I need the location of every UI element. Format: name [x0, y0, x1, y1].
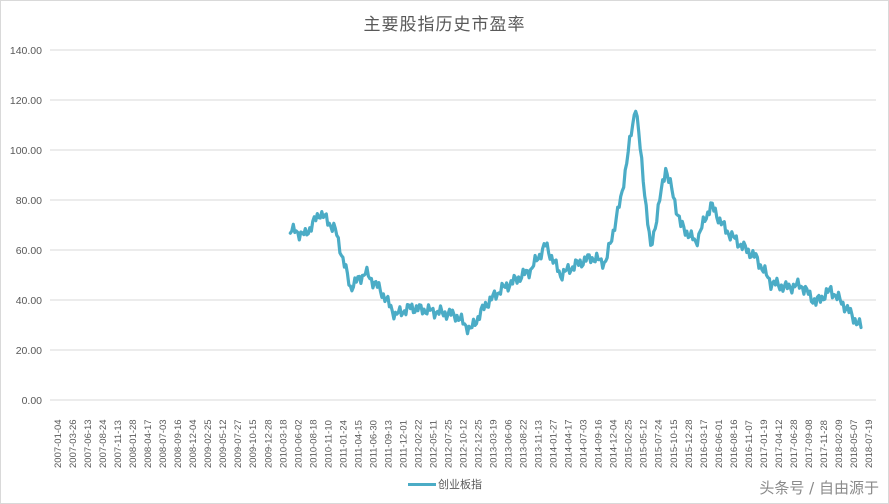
svg-text:2013-03-19: 2013-03-19 [489, 419, 500, 468]
svg-text:140.00: 140.00 [10, 45, 42, 57]
svg-text:2018-07-19: 2018-07-19 [864, 419, 875, 468]
x-axis: 2007-01-04 2007-03-26 2007-06-13 2007-08-24… [53, 419, 875, 468]
svg-text:2009-05-12: 2009-05-12 [218, 419, 229, 468]
svg-text:2008-09-16: 2008-09-16 [173, 419, 184, 468]
svg-text:80.00: 80.00 [16, 195, 42, 207]
svg-text:2007-11-13: 2007-11-13 [113, 420, 124, 468]
svg-text:2007-01-04: 2007-01-04 [53, 419, 64, 468]
svg-text:2011-06-30: 2011-06-30 [368, 420, 379, 468]
svg-text:100.00: 100.00 [10, 145, 42, 157]
svg-text:2011-09-13: 2011-09-13 [383, 420, 394, 468]
svg-text:2015-05-12: 2015-05-12 [639, 419, 650, 468]
chart-title: 主要股指历史市盈率 [363, 15, 526, 35]
series-line-chuangye [288, 109, 863, 336]
svg-text:2008-07-03: 2008-07-03 [158, 419, 169, 468]
svg-text:2013-06-06: 2013-06-06 [504, 419, 515, 468]
svg-text:2011-04-15: 2011-04-15 [353, 420, 364, 468]
svg-text:120.00: 120.00 [10, 95, 42, 107]
svg-text:2007-03-26: 2007-03-26 [68, 419, 79, 468]
svg-text:2015-10-15: 2015-10-15 [669, 419, 680, 468]
svg-text:2008-01-28: 2008-01-28 [128, 419, 139, 468]
y-axis: 0.00 20.00 40.00 60.00 80.00 100.00 120.00 140.… [10, 45, 42, 407]
svg-text:2008-04-17: 2008-04-17 [143, 419, 154, 468]
svg-text:2010-03-18: 2010-03-18 [278, 419, 289, 468]
svg-text:2007-06-13: 2007-06-13 [83, 419, 94, 468]
svg-text:2017-09-08: 2017-09-08 [804, 419, 815, 468]
svg-text:60.00: 60.00 [16, 245, 42, 257]
svg-text:2007-08-24: 2007-08-24 [98, 419, 109, 468]
svg-text:2012-12-25: 2012-12-25 [474, 419, 485, 468]
svg-text:2009-02-25: 2009-02-25 [203, 419, 214, 468]
svg-text:0.00: 0.00 [22, 395, 43, 407]
legend: 创业板指 [408, 476, 482, 492]
svg-text:2016-11-07: 2016-11-07 [744, 420, 755, 468]
gridlines [50, 49, 876, 401]
svg-text:2018-05-07: 2018-05-07 [849, 419, 860, 468]
svg-text:2012-10-12: 2012-10-12 [459, 419, 470, 468]
svg-text:2014-09-16: 2014-09-16 [594, 419, 605, 468]
svg-text:2014-01-27: 2014-01-27 [549, 419, 560, 468]
svg-text:2010-08-18: 2010-08-18 [308, 419, 319, 468]
svg-text:2014-12-04: 2014-12-04 [609, 419, 620, 468]
svg-text:40.00: 40.00 [16, 295, 42, 307]
svg-text:2011-12-01: 2011-12-01 [398, 420, 409, 468]
svg-text:2009-12-28: 2009-12-28 [263, 419, 274, 468]
svg-text:2012-05-11: 2012-05-11 [428, 420, 439, 468]
svg-text:2017-01-19: 2017-01-19 [759, 419, 770, 468]
svg-text:2015-07-24: 2015-07-24 [654, 419, 665, 468]
svg-text:2011-01-24: 2011-01-24 [338, 420, 349, 468]
svg-text:2016-06-01: 2016-06-01 [714, 419, 725, 468]
svg-text:2014-07-03: 2014-07-03 [579, 419, 590, 468]
svg-text:2013-08-22: 2013-08-22 [519, 419, 530, 468]
svg-text:2017-04-12: 2017-04-12 [774, 419, 785, 468]
svg-text:2016-03-17: 2016-03-17 [699, 419, 710, 468]
svg-text:2012-02-22: 2012-02-22 [413, 419, 424, 468]
svg-text:2015-12-28: 2015-12-28 [684, 419, 695, 468]
svg-text:2009-10-15: 2009-10-15 [248, 419, 259, 468]
watermark: 头条号 / 自由源于 [759, 479, 879, 497]
svg-text:2009-07-27: 2009-07-27 [233, 419, 244, 468]
svg-text:2008-12-04: 2008-12-04 [188, 419, 199, 468]
legend-swatch [408, 482, 436, 486]
svg-text:2014-04-17: 2014-04-17 [564, 419, 575, 468]
legend-label: 创业板指 [438, 478, 482, 491]
svg-text:2010-06-02: 2010-06-02 [293, 419, 304, 468]
svg-text:2017-06-28: 2017-06-28 [789, 419, 800, 468]
svg-text:2018-02-09: 2018-02-09 [834, 419, 845, 468]
svg-text:2015-02-25: 2015-02-25 [624, 419, 635, 468]
svg-text:2012-07-25: 2012-07-25 [443, 419, 454, 468]
svg-text:2013-11-13: 2013-11-13 [534, 420, 545, 468]
svg-text:2010-11-10: 2010-11-10 [323, 420, 334, 468]
svg-text:2016-08-16: 2016-08-16 [729, 419, 740, 468]
svg-text:2017-11-28: 2017-11-28 [819, 420, 830, 468]
svg-text:20.00: 20.00 [16, 345, 42, 357]
